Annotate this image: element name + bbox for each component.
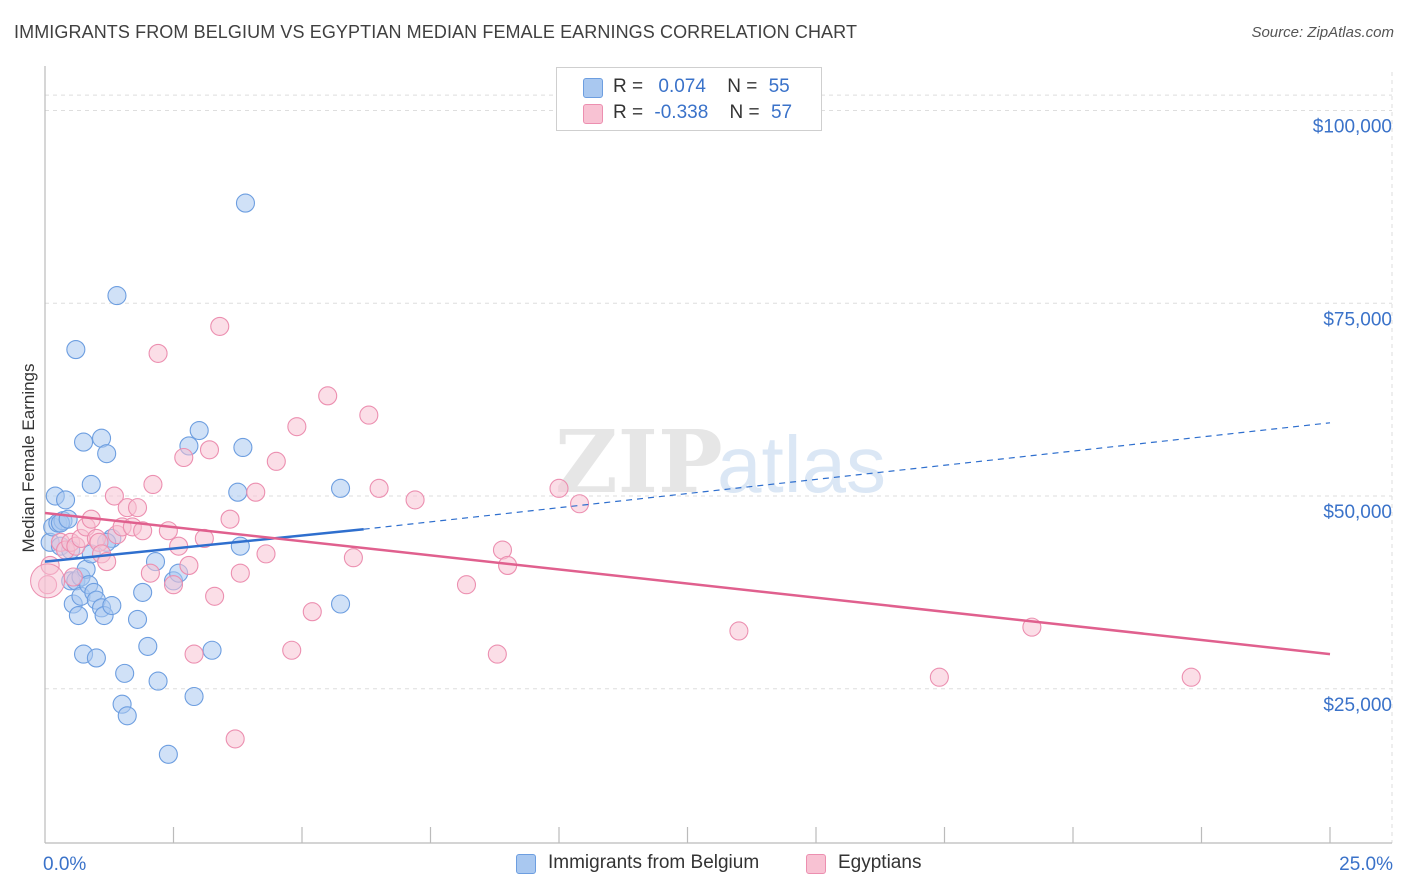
point-egyptians	[225, 729, 245, 749]
point-belgium	[330, 478, 351, 498]
point-egyptians	[405, 490, 425, 510]
point-egyptians	[174, 447, 194, 468]
point-belgium	[107, 286, 127, 306]
point-belgium	[202, 640, 222, 660]
point-egyptians	[456, 575, 477, 595]
point-egyptians	[163, 575, 184, 595]
point-egyptians	[302, 602, 322, 622]
point-egyptians	[359, 405, 379, 425]
y-tick-label: $25,000	[1323, 695, 1392, 716]
point-egyptians	[487, 644, 507, 664]
trend-line-egyptians	[44, 511, 1331, 656]
point-egyptians	[369, 478, 389, 498]
point-egyptians	[148, 343, 168, 363]
legend-swatch-belgium	[583, 78, 603, 98]
point-egyptians	[179, 555, 199, 575]
point-egyptians	[133, 521, 153, 541]
point-egyptians	[199, 440, 220, 460]
stats-legend: R = 0.074 N = 55 R = -0.338 N = 57	[556, 67, 822, 131]
point-egyptians	[318, 386, 338, 406]
point-egyptians	[230, 563, 250, 583]
point-egyptians	[184, 644, 204, 664]
point-belgium	[86, 648, 106, 668]
point-egyptians	[266, 451, 286, 471]
data-points	[30, 193, 1201, 764]
point-belgium	[158, 744, 178, 764]
axis-labels: $100,000 $75,000 $50,000 $25,000 0.0% 25.0% Me…	[19, 117, 1393, 875]
watermark-atlas: atlas	[717, 420, 886, 509]
point-belgium	[133, 582, 153, 602]
point-belgium	[330, 594, 351, 614]
point-egyptians	[63, 567, 83, 587]
point-egyptians	[343, 548, 363, 568]
legend-r-label: R =	[613, 76, 644, 97]
point-egyptians	[220, 509, 240, 529]
point-egyptians	[97, 552, 117, 572]
point-belgium	[66, 340, 86, 360]
legend-swatch-egyptians	[583, 104, 603, 124]
trend-line-belgium-projection	[363, 422, 1331, 530]
point-belgium	[184, 686, 204, 707]
point-belgium	[58, 509, 78, 529]
point-egyptians	[30, 563, 66, 599]
legend-r-label: R =	[613, 102, 644, 123]
bottom-legend-label-egyptians: Egyptians	[838, 852, 922, 873]
point-egyptians	[729, 621, 749, 641]
legend-n-value: 55	[768, 76, 790, 97]
legend-r-value: 0.074	[658, 76, 706, 97]
y-axis-title: Median Female Earnings	[19, 364, 38, 553]
point-belgium	[56, 490, 76, 510]
point-belgium	[127, 609, 148, 629]
y-tick-label: $50,000	[1323, 502, 1392, 523]
point-belgium	[235, 193, 256, 213]
point-belgium	[68, 606, 88, 626]
legend-r-value: -0.338	[654, 102, 709, 123]
point-belgium	[228, 482, 248, 502]
point-belgium	[117, 706, 137, 726]
legend-n-value: 57	[770, 102, 793, 123]
point-belgium	[81, 474, 101, 495]
point-egyptians	[127, 498, 148, 518]
point-egyptians	[549, 478, 569, 498]
legend-n-label: N =	[727, 76, 758, 97]
point-belgium	[233, 437, 253, 458]
point-egyptians	[210, 316, 230, 336]
point-egyptians	[256, 544, 276, 564]
y-tick-label: $100,000	[1313, 117, 1392, 138]
point-belgium	[148, 671, 168, 691]
y-tick-label: $75,000	[1323, 309, 1392, 330]
legend-n-label: N =	[729, 102, 760, 123]
point-egyptians	[158, 521, 178, 541]
point-belgium	[138, 636, 158, 656]
trend-line-belgium	[44, 527, 364, 563]
point-egyptians	[104, 486, 124, 506]
x-tick-label: 25.0%	[1339, 854, 1393, 875]
point-egyptians	[246, 482, 266, 502]
point-belgium	[74, 432, 94, 452]
bottom-legend-swatch-belgium	[516, 854, 536, 874]
point-egyptians	[143, 474, 163, 495]
point-belgium	[102, 595, 122, 616]
point-belgium	[115, 663, 135, 683]
trend-lines	[44, 422, 1331, 656]
bottom-legend-swatch-egyptians	[806, 854, 826, 874]
point-egyptians	[570, 494, 590, 514]
chart-title: IMMIGRANTS FROM BELGIUM VS EGYPTIAN MEDI…	[14, 22, 858, 42]
point-egyptians	[282, 640, 302, 660]
point-belgium	[97, 444, 117, 464]
point-belgium	[189, 420, 209, 441]
axes	[44, 66, 1392, 844]
bottom-legend-label-belgium: Immigrants from Belgium	[548, 852, 760, 873]
point-egyptians	[929, 667, 949, 687]
point-egyptians	[205, 586, 225, 606]
source-label: Source: ZipAtlas.com	[1251, 24, 1394, 41]
point-egyptians	[1181, 667, 1201, 687]
point-egyptians	[140, 563, 160, 583]
point-egyptians	[287, 417, 307, 437]
x-tick-label: 0.0%	[43, 854, 86, 875]
